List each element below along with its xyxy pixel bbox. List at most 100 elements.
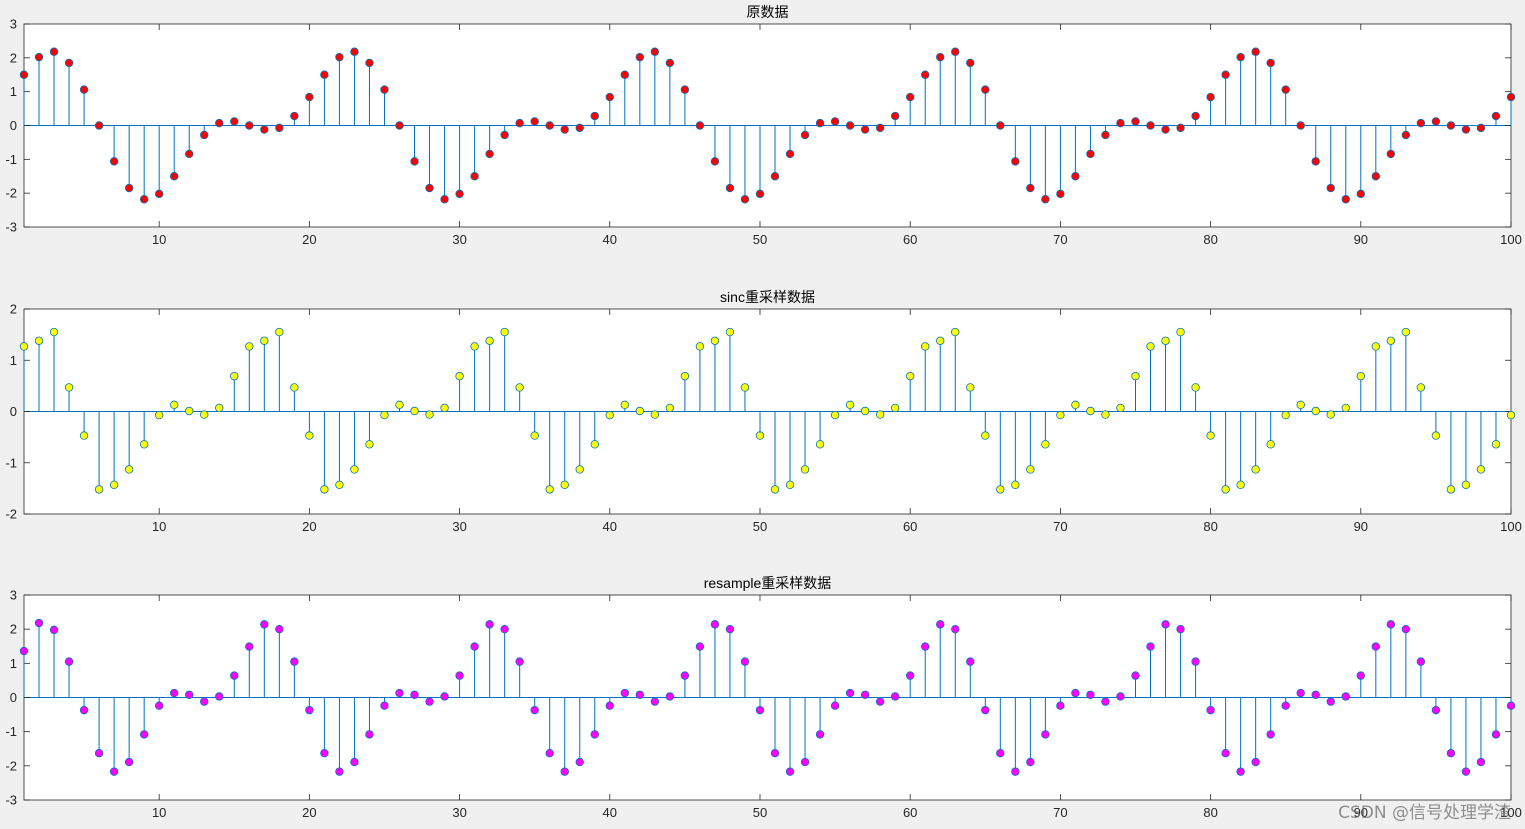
stem-marker — [845, 400, 855, 410]
x-tick-label: 60 — [903, 232, 917, 247]
stem-marker — [1506, 410, 1516, 420]
x-tick-label: 40 — [603, 232, 617, 247]
stem-marker — [1011, 767, 1020, 776]
stem-marker — [1461, 125, 1471, 134]
stem-marker — [1086, 149, 1095, 159]
stem-marker — [425, 183, 434, 193]
stem-marker — [1176, 123, 1185, 133]
stem-marker — [64, 383, 74, 392]
stem-marker — [1191, 657, 1200, 666]
stem-marker — [49, 327, 59, 337]
stem-marker — [290, 111, 299, 121]
stem-marker — [800, 130, 810, 140]
stem-marker — [620, 688, 630, 698]
stem-marker — [1491, 440, 1501, 449]
x-tick-label: 70 — [1053, 805, 1067, 820]
stem-marker — [635, 690, 645, 699]
stem-marker — [79, 85, 89, 94]
stem-marker — [365, 730, 374, 739]
y-tick-label: 3 — [10, 17, 17, 32]
y-tick-label: 2 — [10, 302, 17, 317]
stem-marker — [1281, 701, 1290, 710]
stem-marker — [335, 480, 344, 489]
stem-marker — [440, 195, 449, 204]
stem-marker — [1431, 705, 1441, 715]
stem-marker — [1236, 52, 1245, 62]
stem-marker — [455, 189, 464, 199]
stem-marker — [1296, 688, 1305, 698]
stem-marker — [665, 403, 675, 413]
stem-marker — [1116, 118, 1125, 128]
stem-marker — [200, 410, 209, 419]
stem-marker — [1341, 403, 1350, 413]
stem-marker — [455, 671, 464, 680]
stem-marker — [1341, 195, 1350, 204]
stem-marker — [1026, 757, 1035, 767]
stem-marker — [109, 767, 119, 776]
stem-marker — [966, 657, 975, 666]
stem-marker — [996, 121, 1005, 130]
stem-marker — [1416, 657, 1426, 666]
stem-marker — [350, 757, 359, 767]
stem-marker — [1476, 123, 1486, 133]
stem-marker — [139, 730, 149, 739]
stem-marker — [996, 748, 1005, 758]
x-tick-label: 50 — [753, 232, 767, 247]
x-tick-label: 40 — [603, 805, 617, 820]
stem-marker — [320, 70, 329, 79]
stem-marker — [1506, 92, 1516, 102]
stem-marker — [845, 121, 855, 130]
stem-marker — [740, 657, 750, 666]
stem-marker — [410, 690, 419, 699]
stem-marker — [1326, 183, 1335, 193]
stem-marker — [1416, 118, 1426, 128]
stem-marker — [1251, 465, 1260, 474]
stem-marker — [1311, 157, 1320, 166]
y-tick-label: -1 — [5, 455, 17, 470]
stem-marker — [410, 157, 419, 166]
stem-marker — [845, 688, 855, 698]
x-tick-label: 30 — [452, 805, 466, 820]
y-tick-label: 1 — [10, 656, 17, 671]
stem-marker — [800, 757, 810, 767]
stem-marker — [260, 620, 269, 629]
stem-marker — [755, 189, 765, 199]
stem-marker — [695, 642, 705, 651]
stem-marker — [815, 118, 825, 128]
stem-marker — [785, 480, 795, 489]
stem-marker — [890, 111, 900, 121]
stem-marker — [1386, 620, 1396, 629]
stem-marker — [545, 748, 554, 758]
stem-marker — [1266, 58, 1275, 68]
stem-marker — [380, 85, 389, 94]
stem-marker — [305, 92, 314, 102]
stem-marker — [154, 701, 164, 710]
stem-marker — [635, 406, 645, 416]
stem-marker — [305, 431, 314, 440]
stem-marker — [1071, 172, 1080, 181]
plot-title: sinc重采样数据 — [720, 289, 815, 305]
stem-marker — [94, 121, 104, 130]
stem-marker — [49, 625, 59, 635]
stem-marker — [230, 671, 239, 680]
stem-marker — [500, 624, 509, 634]
stem-marker — [860, 406, 870, 416]
stem-marker — [515, 118, 524, 128]
stem-marker — [1401, 327, 1411, 337]
stem-marker — [49, 47, 59, 56]
stem-marker — [770, 172, 780, 181]
stem-marker — [380, 701, 389, 710]
stem-marker — [545, 121, 554, 130]
stem-marker — [455, 371, 464, 381]
stem-marker — [1491, 111, 1501, 121]
stem-marker — [1116, 403, 1125, 413]
x-tick-label: 50 — [753, 805, 767, 820]
stem-marker — [740, 383, 750, 392]
stem-marker — [1296, 121, 1305, 130]
stem-marker — [1011, 157, 1020, 166]
stem-marker — [981, 705, 990, 715]
stem-marker — [650, 47, 660, 56]
stem-marker — [951, 327, 960, 337]
stem-marker — [170, 172, 179, 181]
stem-marker — [605, 92, 614, 102]
